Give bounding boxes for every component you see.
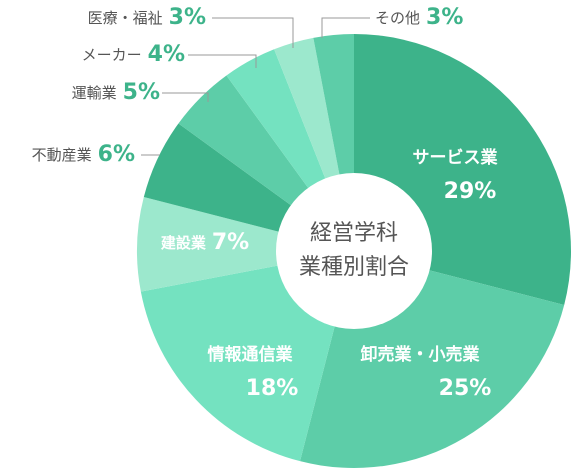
slice-value: 6% bbox=[98, 142, 135, 167]
slice-label: 情報通信業 bbox=[208, 344, 293, 365]
slice-label: サービス業 bbox=[413, 147, 498, 168]
leader-line bbox=[212, 17, 294, 48]
slice-label-group: 運輸業 5% bbox=[72, 80, 160, 105]
slice-label-group: メーカー 4% bbox=[82, 42, 185, 67]
leader-line bbox=[321, 17, 370, 38]
slice-label: 卸売業・小売業 bbox=[361, 344, 480, 365]
slice-value: 4% bbox=[148, 42, 185, 67]
slice bbox=[137, 197, 354, 292]
leader-line bbox=[188, 54, 257, 68]
slice-value: 7% bbox=[212, 230, 249, 255]
slice-label-group: その他 3% bbox=[375, 5, 463, 30]
donut-hole bbox=[276, 173, 432, 329]
slice-label: 不動産業 bbox=[32, 146, 92, 164]
slice-label-group: 医療・福祉 3% bbox=[88, 5, 206, 30]
leader-line bbox=[162, 92, 209, 102]
slice-value: 3% bbox=[169, 5, 206, 30]
slice-label: メーカー bbox=[82, 46, 142, 64]
leader-lines bbox=[141, 17, 370, 156]
slice-value: 18% bbox=[246, 376, 299, 401]
slice-label-group: 不動産業 6% bbox=[32, 142, 135, 167]
slice-value: 3% bbox=[426, 5, 463, 30]
center-title: 経営学科 bbox=[310, 221, 398, 246]
slice-label: 運輸業 bbox=[72, 84, 117, 102]
slice-label: その他 bbox=[375, 9, 420, 27]
slice-label: 建設業 bbox=[161, 234, 207, 252]
center-subtitle: 業種別割合 bbox=[299, 255, 409, 280]
slice-value: 25% bbox=[439, 376, 492, 401]
slice-value: 5% bbox=[123, 80, 160, 105]
slice-value: 29% bbox=[444, 179, 497, 204]
slice-label-group: 建設業 7% bbox=[161, 230, 249, 255]
slice-label: 医療・福祉 bbox=[88, 9, 163, 27]
